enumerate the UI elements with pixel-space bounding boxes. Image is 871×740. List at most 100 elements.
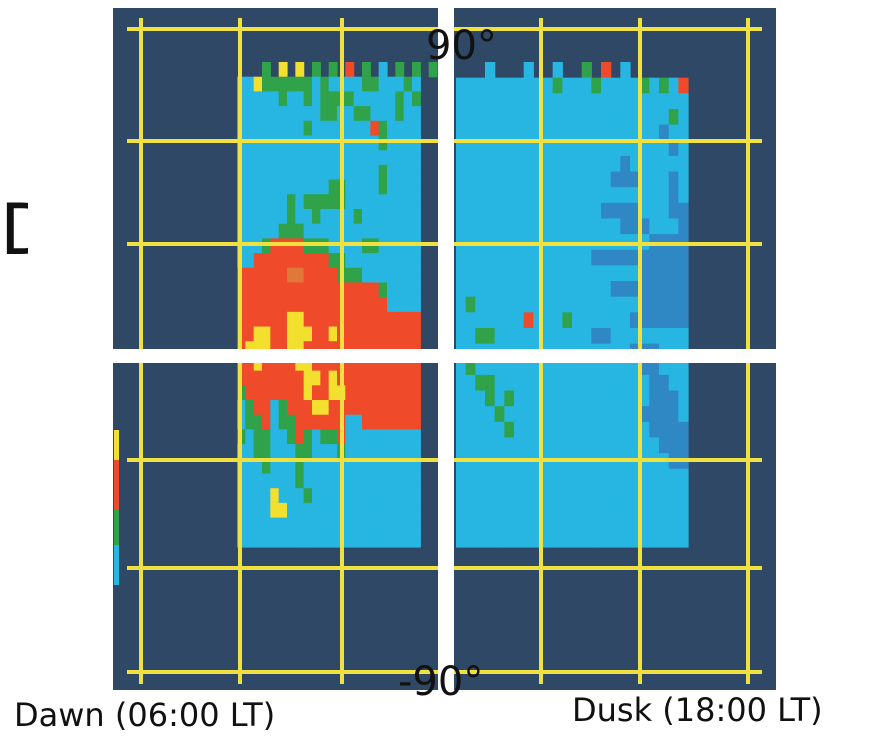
heatmap-cell-dawn [328,458,338,475]
heatmap-cell-dusk [581,108,592,126]
heatmap-cell-dawn [387,400,396,416]
heatmap-cell-dawn [412,473,421,489]
heatmap-cell-dawn [328,282,338,298]
heatmap-cell-dawn [362,297,371,313]
heatmap-cell-dawn [262,444,271,460]
heatmap-cell-dawn [395,311,405,328]
heatmap-cell-dusk [630,515,641,532]
heatmap-cell-dusk [572,218,583,235]
heatmap-cell-dawn [303,208,313,225]
heatmap-cell-dusk [514,93,525,110]
heatmap-cell-dusk [659,312,670,329]
heatmap-cell-dusk [610,281,621,298]
heatmap-cell-dusk [601,359,612,376]
heatmap-cell-dusk [465,265,476,282]
heatmap-cell-dusk [591,421,602,439]
heatmap-cell-dawn [287,473,296,489]
heatmap-cell-dusk [485,124,496,141]
color-scale-segment [114,545,119,585]
heatmap-cell-dusk [456,124,467,141]
heatmap-cell-dusk [649,437,660,454]
heatmap-cell-dawn [270,355,280,372]
heatmap-cell-dusk [649,468,660,486]
heatmap-cell-dusk [475,312,486,329]
heatmap-cell-dusk [649,140,660,157]
heatmap-cell-dusk [668,140,679,157]
heatmap-cell-dawn [403,164,413,181]
heatmap-cell-dusk [533,187,544,204]
heatmap-cell-dusk [543,281,554,298]
heatmap-cell-dawn [378,282,388,298]
heatmap-cell-dusk [543,500,554,517]
heatmap-cell-dusk [610,202,621,220]
heatmap-cell-dusk [620,296,631,313]
heatmap-cell-dawn [403,488,413,504]
heatmap-cell-dawn [253,120,263,137]
heatmap-cell-dusk [504,187,515,204]
heatmap-cell-dusk [494,124,505,141]
heatmap-cell-dusk [659,421,670,439]
heatmap-cell-dawn [287,253,296,269]
heatmap-cell-dawn [295,62,305,78]
heatmap-cell-dusk [668,281,679,298]
heatmap-cell-dusk [610,500,621,517]
heatmap-cell-dawn [412,223,421,239]
heatmap-cell-dawn [378,311,388,328]
heatmap-cell-dawn [320,385,330,401]
heatmap-cell-dusk [504,171,515,188]
heatmap-cell-dusk [465,77,476,94]
heatmap-cell-dawn [378,414,388,431]
heatmap-cell-dusk [659,202,670,220]
heatmap-cell-dusk [504,437,515,454]
heatmap-cell-dusk [562,249,573,266]
heatmap-cell-dawn [362,532,371,548]
heatmap-cell-dusk [552,421,563,439]
heatmap-cell-dusk [620,359,631,376]
heatmap-cell-dawn [303,135,313,151]
heatmap-cell-dusk [494,421,505,439]
heatmap-cell-dusk [504,265,515,282]
heatmap-cell-dusk [523,108,534,126]
heatmap-cell-dawn [353,473,363,489]
heatmap-cell-dusk [485,515,496,532]
heatmap-cell-dusk [581,187,592,204]
heatmap-cell-dawn [245,355,255,372]
heatmap-cell-dusk [620,187,631,204]
heatmap-cell-dusk [485,108,496,126]
heatmap-cell-dawn [395,238,405,254]
heatmap-cell-dusk [562,500,573,517]
heatmap-cell-dawn [278,473,288,489]
heatmap-cell-dusk [649,359,660,376]
heatmap-cell-dusk [504,484,515,501]
heatmap-cell-dusk [485,77,496,94]
heatmap-cell-dawn [387,473,396,489]
heatmap-cell-dawn [412,517,421,533]
heatmap-cell-dawn [362,502,371,519]
heatmap-cell-dawn [353,238,363,254]
heatmap-cell-dawn [253,238,263,254]
heatmap-cell-dawn [353,150,363,166]
heatmap-cell-dawn [287,179,296,195]
heatmap-cell-dawn [412,76,421,92]
heatmap-cell-dawn [387,370,396,386]
heatmap-cell-dawn [412,341,421,357]
heatmap-cell-dusk [485,140,496,157]
heatmap-cell-dusk [543,406,554,423]
heatmap-cell-dawn [287,164,296,181]
heatmap-cell-dawn [403,414,413,431]
heatmap-cell-dusk [456,531,467,548]
heatmap-cell-dusk [562,265,573,282]
heatmap-cell-dusk [465,171,476,188]
heatmap-cell-dusk [572,359,583,376]
heatmap-cell-dusk [610,374,621,392]
heatmap-cell-dawn [345,282,355,298]
heatmap-cell-dawn [270,223,280,239]
heatmap-cell-dusk [678,265,689,282]
heatmap-cell-dusk [610,218,621,235]
heatmap-cell-dawn [328,444,338,460]
heatmap-cell-dawn [287,135,296,151]
heatmap-cell-dawn [262,414,271,431]
heatmap-cell-dawn [395,429,405,445]
heatmap-cell-dusk [475,281,486,298]
heatmap-cell-dawn [245,106,255,122]
